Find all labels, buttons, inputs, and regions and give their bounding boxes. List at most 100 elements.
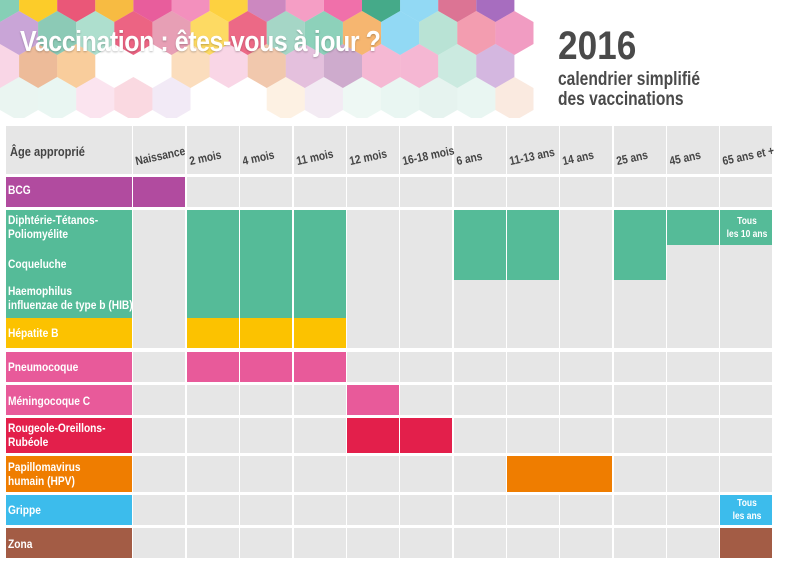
vaccine-label-zona: Zona <box>8 537 33 551</box>
schedule-cell <box>720 385 772 415</box>
schedule-cell <box>187 456 239 492</box>
vaccine-cell-dtp-group <box>6 210 132 318</box>
decor-hexagon <box>362 0 401 22</box>
age-header-cell <box>6 126 132 174</box>
dose-hpv <box>507 456 612 492</box>
schedule-cell <box>454 528 506 558</box>
decor-hexagon <box>0 77 39 118</box>
dose-ror <box>347 418 399 453</box>
vaccine-cell-menin <box>6 385 132 415</box>
schedule-cell <box>667 177 719 207</box>
dtp-booster-note-2: les 10 ans <box>726 229 768 240</box>
decor-hexagon <box>76 11 115 55</box>
schedule-cell <box>347 318 399 348</box>
schedule-cell <box>347 528 399 558</box>
decor-hexagon <box>95 0 134 22</box>
age-header-cell <box>667 126 719 174</box>
schedule-cell <box>187 495 239 525</box>
vaccine-cell-hpv <box>6 456 132 492</box>
year-heading: 2016 <box>558 24 637 68</box>
schedule-cell <box>560 352 612 382</box>
decor-hexagon <box>57 0 96 22</box>
schedule-cell <box>240 495 292 525</box>
schedule-cell <box>560 318 612 348</box>
dose-dtp-coq <box>614 210 666 280</box>
decor-hexagon <box>495 11 534 55</box>
grippe-note-2: les ans <box>732 511 762 522</box>
decor-hexagon <box>457 11 496 55</box>
schedule-cell <box>133 385 185 415</box>
schedule-cell <box>400 318 452 348</box>
schedule-cell <box>240 177 292 207</box>
decor-hexagon <box>400 0 439 22</box>
decor-hexagon <box>38 11 77 55</box>
schedule-cell <box>614 528 666 558</box>
age-header-cell <box>240 126 292 174</box>
vaccine-label-ror-2: Rubéole <box>8 435 49 449</box>
schedule-cell <box>133 418 185 453</box>
schedule-cell <box>133 528 185 558</box>
decor-hexagon <box>381 77 420 118</box>
schedule-cell <box>400 177 452 207</box>
dose-dtp-coq-hib <box>240 210 292 318</box>
schedule-cell <box>133 352 185 382</box>
vaccine-label-hpv-1: Papillomavirus <box>8 460 81 474</box>
vaccine-cell-bcg <box>6 177 132 207</box>
dose-dtp-coq-hib <box>294 210 346 318</box>
schedule-cell <box>667 528 719 558</box>
vaccine-label-hepatite: Hépatite B <box>8 326 59 340</box>
dtp-booster-note-1: Tous <box>737 216 757 227</box>
dose-pneumo <box>240 352 292 382</box>
decor-hexagon <box>209 0 248 22</box>
schedule-cell <box>614 177 666 207</box>
dose-dtp-coq-hib <box>187 210 239 318</box>
decor-hexagon <box>19 0 58 22</box>
decor-hexagon <box>57 44 96 88</box>
decor-hexagon <box>285 0 324 22</box>
decor-hexagon <box>476 0 515 22</box>
vaccine-label-dtp-2: Poliomyélite <box>8 227 69 241</box>
decor-hexagon <box>381 11 420 55</box>
dose-dtp <box>667 210 719 245</box>
decor-hexagon <box>152 77 191 118</box>
schedule-cell <box>454 495 506 525</box>
vaccine-label-hpv-2: humain (HPV) <box>8 474 75 488</box>
schedule-cell <box>507 385 559 415</box>
dose-menin <box>347 385 399 415</box>
decor-hexagon <box>438 44 477 88</box>
decor-hexagon <box>209 44 248 88</box>
schedule-cell <box>560 495 612 525</box>
decor-hexagon <box>495 77 534 118</box>
dose-zona <box>720 528 772 558</box>
vaccine-label-pneumo: Pneumocoque <box>8 360 79 374</box>
schedule-cell <box>667 495 719 525</box>
decor-hexagon <box>285 44 324 88</box>
schedule-cell <box>507 495 559 525</box>
schedule-cell <box>507 177 559 207</box>
age-header-cell <box>294 126 346 174</box>
decor-hexagon <box>323 44 362 88</box>
schedule-cell <box>294 456 346 492</box>
age-header-cell <box>720 126 772 174</box>
schedule-cell <box>720 318 772 348</box>
schedule-cell <box>240 456 292 492</box>
vaccine-label-hib-1: Haemophilus <box>8 284 73 298</box>
decor-hexagon <box>0 0 20 22</box>
schedule-cell <box>720 352 772 382</box>
vaccine-label-grippe: Grippe <box>8 503 41 517</box>
schedule-cell <box>614 495 666 525</box>
decor-hexagon <box>342 11 382 55</box>
decor-hexagon <box>419 11 458 55</box>
schedule-cell <box>347 352 399 382</box>
vaccine-label-dtp-1: Diphtérie-Tétanos- <box>8 213 99 227</box>
decor-hexagon <box>476 44 515 88</box>
schedule-cell <box>133 210 185 318</box>
grippe-note-1: Tous <box>737 498 757 509</box>
decor-hexagon <box>419 77 458 118</box>
schedule-cell <box>133 456 185 492</box>
hexagon-banner <box>0 0 534 118</box>
schedule-cell <box>454 318 506 348</box>
schedule-cell <box>454 418 506 453</box>
schedule-cell <box>614 418 666 453</box>
decor-hexagon <box>342 77 382 118</box>
